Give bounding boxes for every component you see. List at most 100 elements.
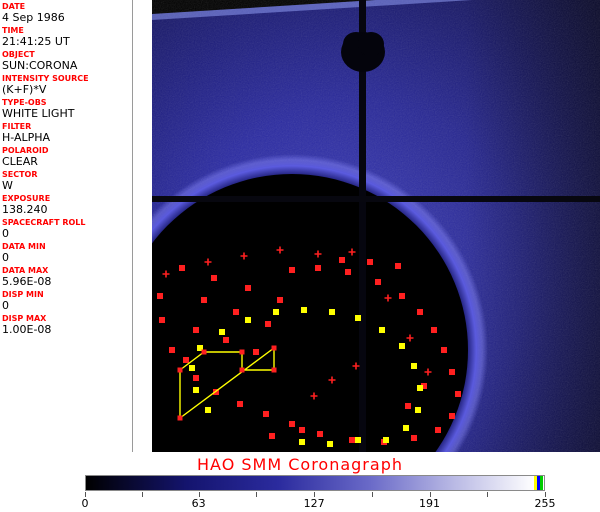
inner-marker — [403, 425, 409, 431]
colorbar-special-swatch — [537, 476, 540, 490]
colorbar-special-swatch — [534, 476, 537, 490]
inner-marker — [383, 437, 389, 443]
outer-marker — [159, 317, 165, 323]
inner-marker — [355, 437, 361, 443]
outer-marker — [193, 375, 199, 381]
polygon-vertex — [177, 367, 183, 373]
outer-marker — [169, 347, 175, 353]
coronagraph-image[interactable] — [152, 0, 600, 452]
outer-marker — [317, 431, 323, 437]
cross-marker — [314, 250, 322, 258]
outer-marker — [157, 293, 163, 299]
outer-marker — [315, 265, 321, 271]
colorbar[interactable] — [85, 475, 552, 491]
metadata-value: 0 — [2, 227, 9, 240]
colorbar-minor-tick — [371, 492, 373, 497]
outer-marker — [395, 263, 401, 269]
outer-marker — [269, 433, 275, 439]
metadata-label: DATE — [2, 2, 26, 11]
outer-marker — [405, 403, 411, 409]
inner-marker — [219, 329, 225, 335]
metadata-value: 0 — [2, 299, 9, 312]
metadata-value: (K+F)*V — [2, 83, 47, 96]
polygon-vertex — [177, 415, 183, 421]
outer-marker — [417, 309, 423, 315]
metadata-value: W — [2, 179, 13, 192]
metadata-row: DATE 4 Sep 1986 — [2, 2, 132, 24]
polygon-vertex — [271, 345, 277, 351]
metadata-label: TYPE-OBS — [2, 98, 47, 107]
outer-marker — [237, 401, 243, 407]
metadata-row: DATA MIN 0 — [2, 242, 132, 264]
outer-marker — [223, 337, 229, 343]
colorbar-tick — [198, 492, 200, 497]
outer-marker — [455, 391, 461, 397]
polygon-vertex — [239, 349, 245, 355]
inner-marker — [355, 315, 361, 321]
outer-marker — [435, 427, 441, 433]
metadata-label: DISP MIN — [2, 290, 44, 299]
colorbar-tick-label: 0 — [81, 497, 89, 510]
metadata-value: 5.96E-08 — [2, 275, 52, 288]
colorbar-special-swatch — [540, 476, 543, 490]
outer-marker — [421, 383, 427, 389]
cross-marker — [240, 252, 248, 260]
outer-marker — [263, 411, 269, 417]
inner-marker — [197, 345, 203, 351]
metadata-label: DATA MAX — [2, 266, 49, 275]
metadata-label: SECTOR — [2, 170, 38, 179]
colorbar-tick-label: 255 — [534, 497, 556, 510]
inner-marker — [417, 385, 423, 391]
outer-marker — [449, 413, 455, 419]
metadata-value: 138.240 — [2, 203, 48, 216]
metadata-row: OBJECT SUN:CORONA — [2, 50, 132, 72]
inner-marker — [205, 407, 211, 413]
inner-marker — [329, 309, 335, 315]
measurement-polygon — [179, 346, 275, 420]
polygon-vertex — [271, 367, 277, 373]
metadata-value: 1.00E-08 — [2, 323, 52, 336]
inner-marker — [327, 441, 333, 447]
cross-marker — [424, 368, 432, 376]
inner-marker — [301, 307, 307, 313]
metadata-row: DATA MAX 5.96E-08 — [2, 266, 132, 288]
cross-markers — [162, 246, 432, 400]
metadata-value: CLEAR — [2, 155, 38, 168]
outer-marker — [211, 275, 217, 281]
polygon-vertex — [239, 367, 245, 373]
metadata-row: TIME 21:41:25 UT — [2, 26, 132, 48]
page-title: HAO SMM Coronagraph — [197, 455, 403, 474]
cross-marker — [348, 248, 356, 256]
cross-marker — [384, 294, 392, 302]
inner-marker — [273, 309, 279, 315]
colorbar-minor-tick — [487, 492, 489, 497]
metadata-label: INTENSITY SOURCE — [2, 74, 89, 83]
inner-marker — [189, 365, 195, 371]
outer-marker — [193, 327, 199, 333]
inner-marker — [399, 343, 405, 349]
metadata-row: SECTOR W — [2, 170, 132, 192]
metadata-label: DISP MAX — [2, 314, 47, 323]
colorbar-tick — [429, 492, 431, 497]
outer-marker — [233, 309, 239, 315]
cross-marker — [276, 246, 284, 254]
outer-marker — [183, 357, 189, 363]
outer-marker — [245, 285, 251, 291]
metadata-row: EXPOSURE 138.240 — [2, 194, 132, 216]
metadata-row: TYPE-OBS WHITE LIGHT — [2, 98, 132, 120]
cross-marker — [204, 258, 212, 266]
metadata-row: DISP MIN 0 — [2, 290, 132, 312]
colorbar-ramp — [85, 475, 545, 491]
inner-marker — [411, 363, 417, 369]
inner-marker — [245, 317, 251, 323]
outer-marker — [277, 297, 283, 303]
outer-marker — [253, 349, 259, 355]
inner-marker — [193, 387, 199, 393]
outer-marker — [375, 279, 381, 285]
inner-marker — [415, 407, 421, 413]
metadata-value: 0 — [2, 251, 9, 264]
metadata-row: FILTER H-ALPHA — [2, 122, 132, 144]
outer-marker — [345, 269, 351, 275]
colorbar-gradient — [86, 476, 544, 490]
metadata-row: POLAROID CLEAR — [2, 146, 132, 168]
